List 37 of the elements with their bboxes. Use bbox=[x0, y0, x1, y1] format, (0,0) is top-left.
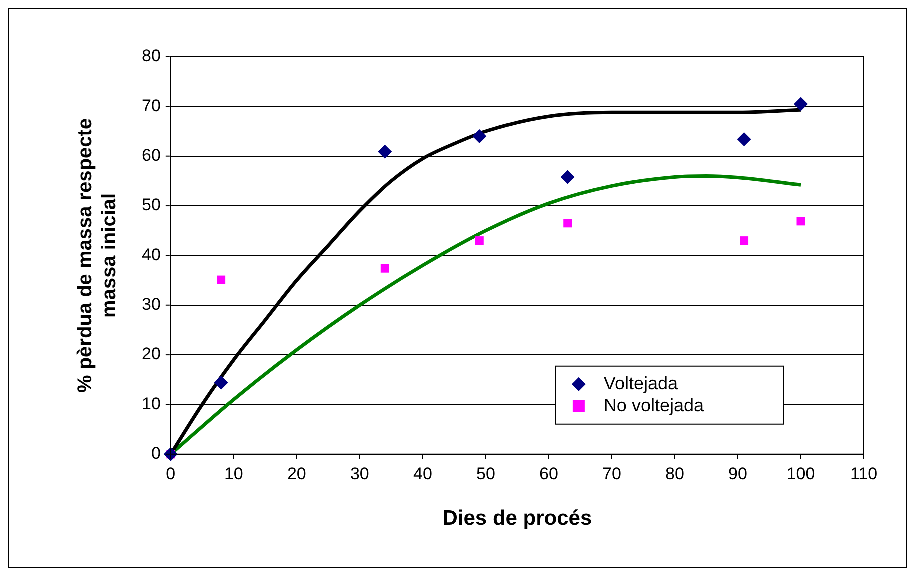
point bbox=[737, 132, 752, 146]
point bbox=[564, 219, 572, 228]
x-axis-title: Dies de procés bbox=[442, 507, 592, 530]
point bbox=[380, 264, 390, 273]
x-tick-label: 20 bbox=[287, 464, 306, 484]
point bbox=[217, 276, 226, 284]
y-tick-label: 20 bbox=[142, 344, 161, 364]
x-tick-label: 110 bbox=[850, 464, 878, 484]
x-tick-label: 0 bbox=[166, 464, 176, 484]
point bbox=[475, 236, 484, 246]
x-tick-label: 30 bbox=[350, 464, 370, 484]
y-tick-label: 0 bbox=[151, 444, 161, 464]
y-tick-label: 60 bbox=[142, 146, 161, 166]
x-tick-label: 80 bbox=[666, 464, 684, 484]
y-tick-label: 50 bbox=[142, 196, 161, 215]
point bbox=[378, 144, 392, 159]
y-axis-title: % pèrdua de massa respecte massa inicial bbox=[74, 118, 121, 393]
point bbox=[214, 376, 228, 390]
point bbox=[472, 129, 487, 144]
y-tick-label: 30 bbox=[142, 295, 161, 314]
x-tick-label: 100 bbox=[786, 464, 816, 484]
legend-label: No voltejada bbox=[604, 395, 705, 416]
legend-label: Voltejada bbox=[604, 373, 679, 394]
y-tick-label: 40 bbox=[142, 245, 161, 264]
point bbox=[794, 97, 808, 112]
point bbox=[796, 217, 806, 226]
x-tick-label: 50 bbox=[476, 464, 496, 484]
x-tick-label: 60 bbox=[540, 464, 558, 484]
point bbox=[560, 170, 575, 184]
x-tick-label: 40 bbox=[413, 464, 432, 484]
y-tick-label: 70 bbox=[142, 96, 161, 116]
y-tick-label: 10 bbox=[142, 394, 161, 414]
y-tick-label: 80 bbox=[142, 46, 161, 66]
point bbox=[740, 236, 749, 246]
x-tick-label: 70 bbox=[602, 464, 622, 484]
x-tick-label: 90 bbox=[728, 464, 748, 484]
x-tick-label: 10 bbox=[224, 464, 244, 484]
